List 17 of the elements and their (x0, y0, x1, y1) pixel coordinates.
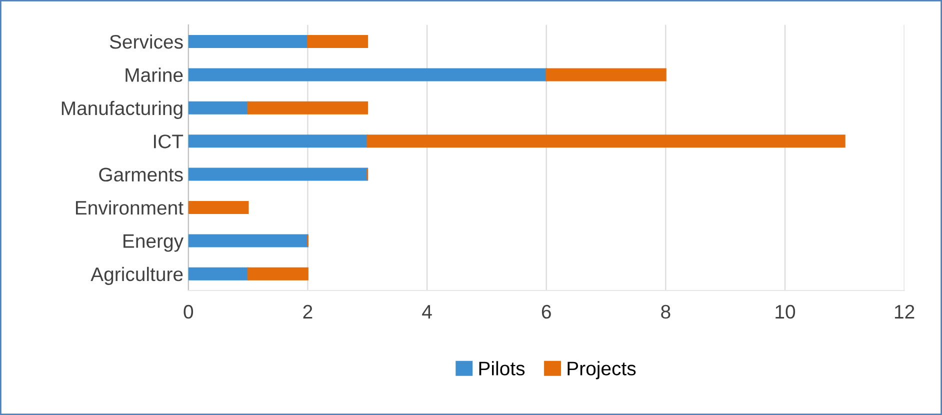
y-tick-label: Energy (124, 234, 184, 252)
x-tick-label: 6 (542, 304, 551, 319)
legend-label: Pilots (479, 361, 525, 376)
y-tick-label: ICT (154, 134, 184, 148)
x-tick-label: 2 (303, 304, 312, 318)
x-tick-label: 4 (422, 305, 432, 318)
y-tick-label: Agriculture (90, 266, 183, 285)
y-tick-label: Environment (76, 200, 184, 215)
x-tick-label: 0 (184, 304, 194, 319)
y-tick-label: Marine (126, 68, 183, 82)
x-tick-label: 8 (661, 304, 670, 319)
y-tick-label: Garments (99, 168, 183, 182)
y-tick-label: Services (110, 34, 183, 49)
y-tick-label: Manufacturing (62, 100, 182, 119)
x-tick-label: 10 (776, 304, 796, 319)
x-tick-label: 12 (894, 304, 914, 318)
legend-label: Projects (568, 361, 636, 380)
